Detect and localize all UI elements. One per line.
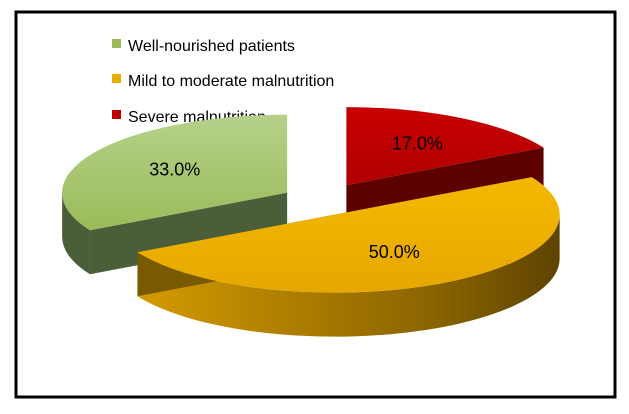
- legend-label-well-nourished: Well-nourished patients: [128, 38, 295, 55]
- legend-item-mild-moderate: Mild to moderate malnutrition: [112, 73, 334, 90]
- legend-swatch-severe: [112, 110, 121, 119]
- data-label-severe-malnutrition: 17.0%: [392, 133, 443, 153]
- pie-slice-side-well-nourished-patients: [62, 192, 90, 275]
- data-label-mild-to-moderate-malnutrition: 50.0%: [369, 242, 420, 262]
- legend-swatch-mild-moderate: [112, 74, 121, 83]
- legend-item-well-nourished: Well-nourished patients: [112, 38, 295, 55]
- pie-labels: 33.0% 50.0% 17.0%: [149, 133, 443, 262]
- legend-swatch-well-nourished: [112, 39, 121, 48]
- pie-slice-well-nourished-patients: [62, 114, 288, 231]
- pie-slice-side-mild-to-moderate-malnutrition: [137, 214, 560, 337]
- pie-slice-mild-to-moderate-malnutrition: [137, 177, 560, 293]
- data-label-well-nourished-patients: 33.0%: [149, 160, 200, 180]
- pie-slice-severe-malnutrition: [346, 107, 544, 186]
- legend-label-mild-moderate: Mild to moderate malnutrition: [128, 73, 334, 90]
- pie-tops: [62, 107, 560, 293]
